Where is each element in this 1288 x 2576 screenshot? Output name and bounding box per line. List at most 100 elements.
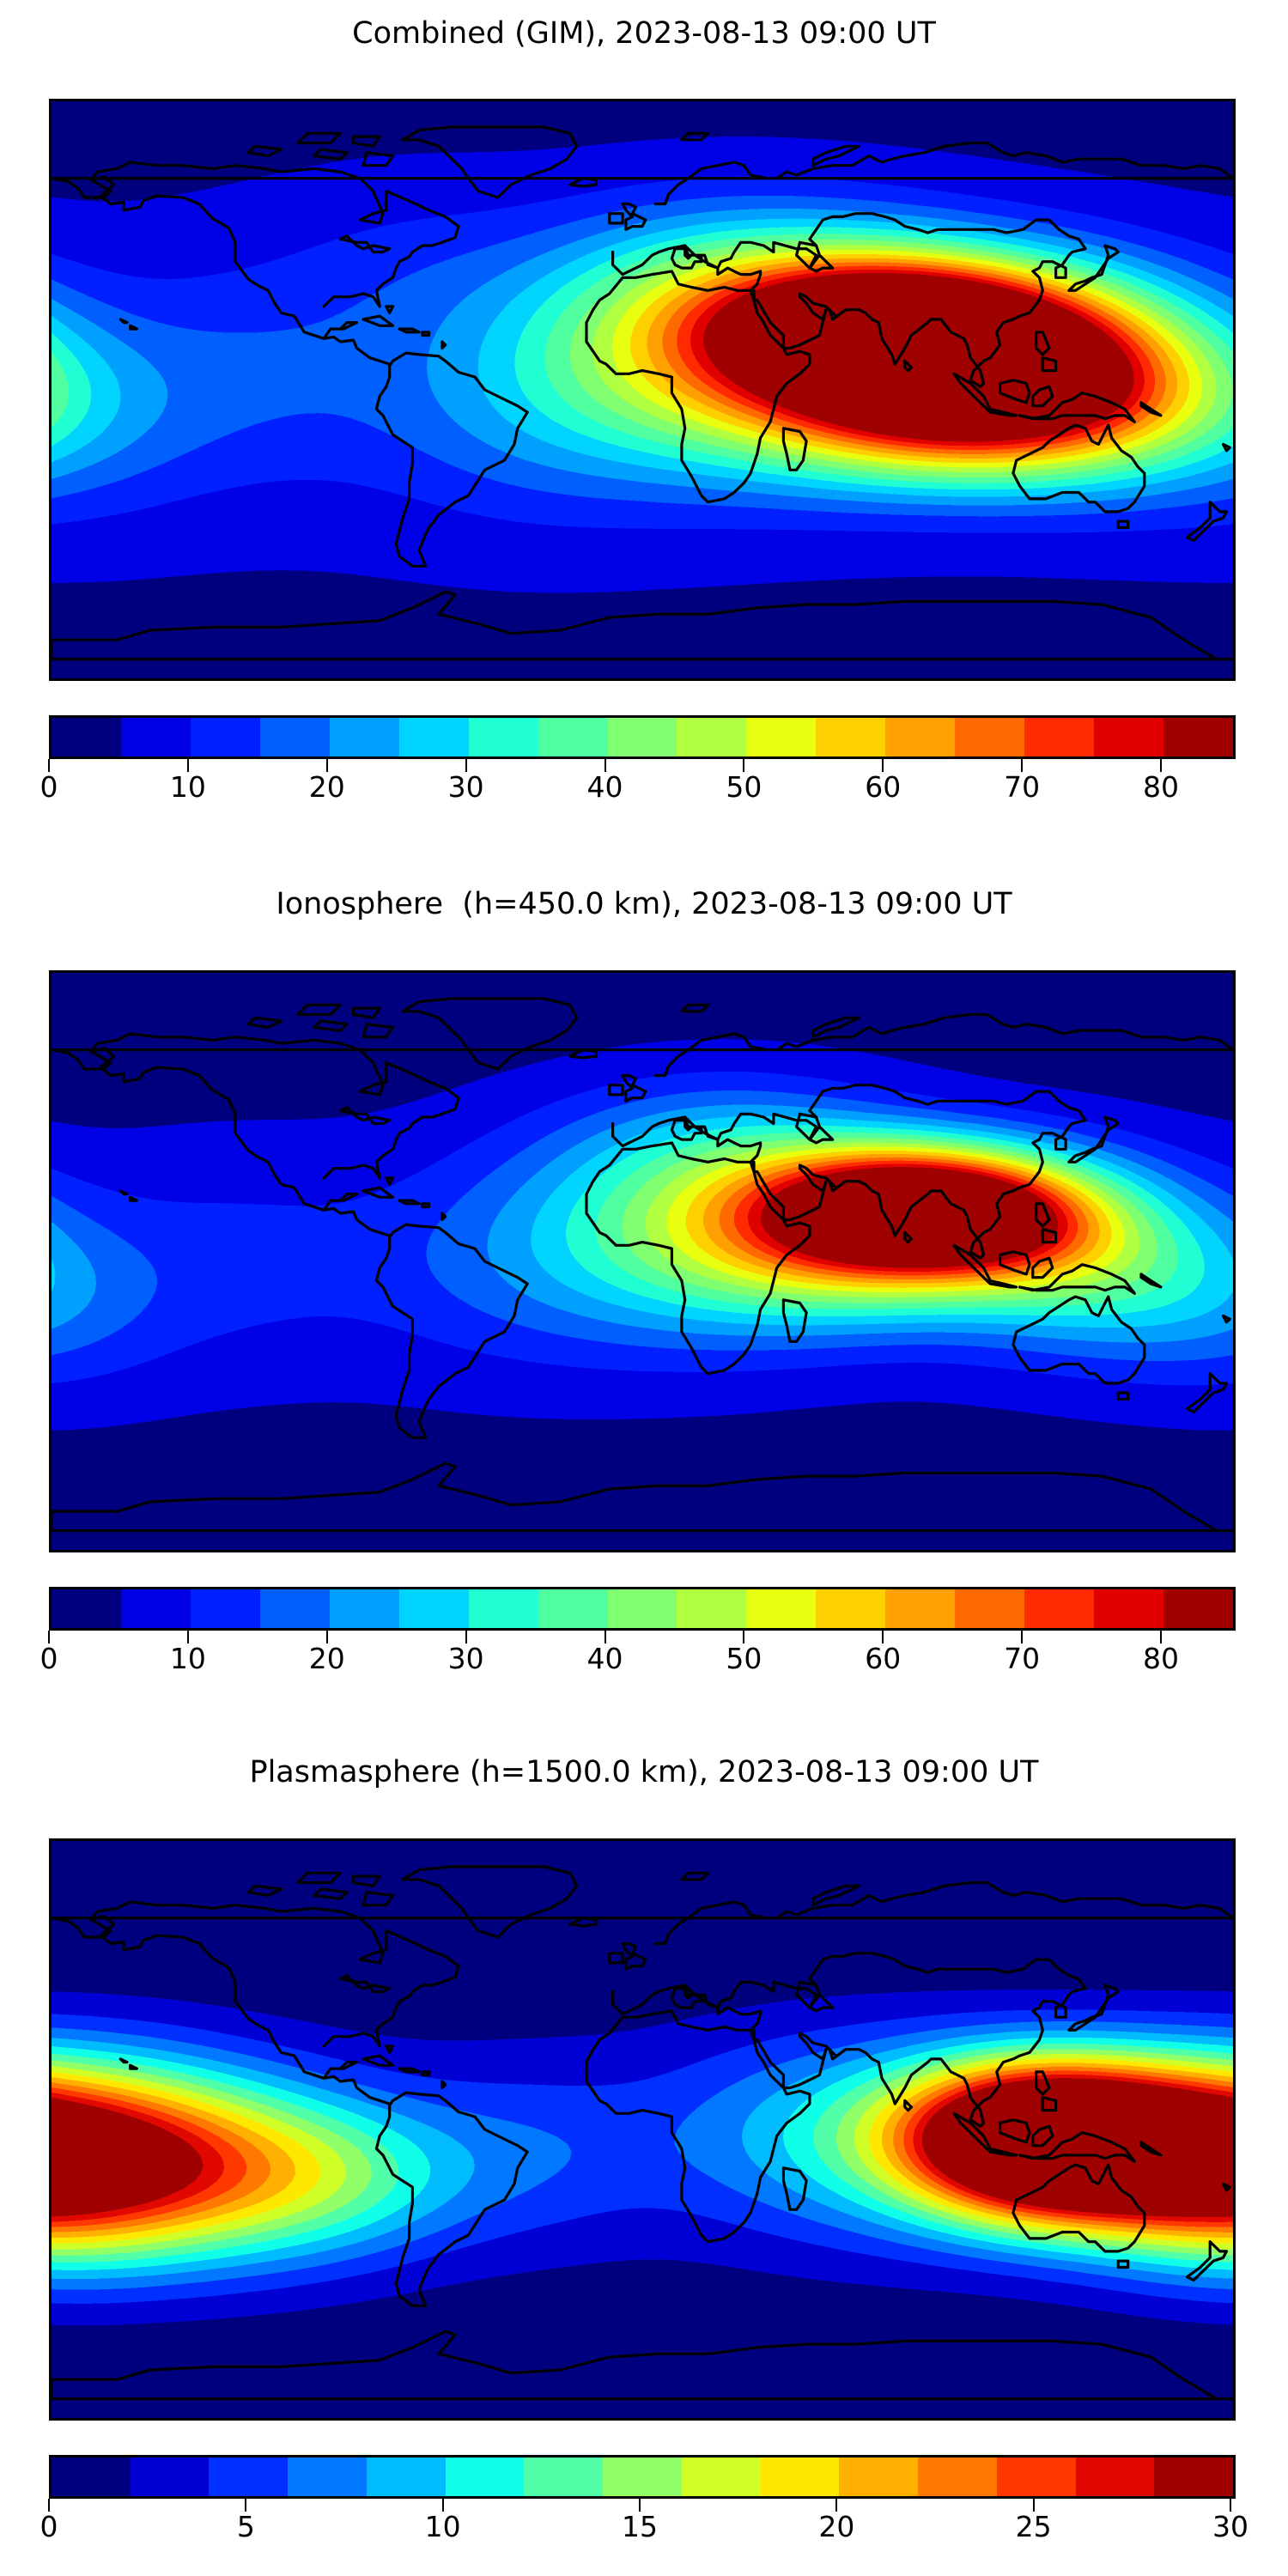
colorbar-tick-labels: 0 5 10 15 20 25 30 [40,2510,1249,2547]
map-canvas [52,101,1233,678]
colorbar-tick [325,759,328,772]
colorbar-segment [524,2458,604,2496]
colorbar-tick [186,1631,189,1643]
colorbar-segment [120,1589,191,1628]
colorbar-segment [1094,1589,1163,1628]
colorbar-segment [190,1589,260,1628]
colorbar-segment [839,2458,919,2496]
colorbar-segment [1154,2458,1234,2496]
colorbar-segment [885,1589,956,1628]
colorbar-tick [604,759,606,772]
colorbar-segment [677,718,747,756]
colorbar-gradient [49,2455,1236,2499]
colorbar-ticks [46,2499,1233,2512]
coastlines [52,127,1233,659]
colorbar-segment [190,718,260,756]
colorbar-segment [468,1589,538,1628]
colorbar-tick-labels: 0 10 20 30 40 50 60 70 80 [40,1642,1233,1679]
colorbar-segment [603,2458,682,2496]
colorbar-tick [48,759,50,772]
colorbar-segment [955,1589,1025,1628]
colorbar-tick-label: 70 [1004,1642,1041,1675]
colorbar-tick-label: 20 [308,770,345,804]
colorbar-segment [607,718,677,756]
colorbar-tick [1021,759,1024,772]
tec-contour-field [52,973,1233,1550]
colorbar-segment [120,718,191,756]
colorbar-tick-label: 15 [622,2510,658,2543]
colorbar-segment [885,718,956,756]
colorbar-tick [882,759,884,772]
colorbar-segment [538,1589,608,1628]
colorbar-tick-label: 50 [726,1642,762,1675]
colorbar-segment [816,1589,886,1628]
panel-title-plasmasphere: Plasmasphere (h=1500.0 km), 2023-08-13 0… [249,1755,1039,1789]
colorbar-tick [1230,2499,1231,2512]
colorbar-segment [607,1589,677,1628]
colorbar-tick-label: 60 [865,770,902,804]
colorbar-segment [398,718,469,756]
colorbar-tick-label: 30 [1212,2510,1249,2543]
colorbar-tick-label: 80 [1143,1642,1180,1675]
colorbar-tick-label: 5 [236,2510,255,2543]
map-canvas [52,973,1233,1550]
colorbar-segment [398,1589,469,1628]
colorbar-segment [259,718,330,756]
colorbar-segment [1024,1589,1095,1628]
colorbar-combined-gim: 0 10 20 30 40 50 60 70 80 [40,715,1236,807]
tec-contour-field [52,1841,1233,2418]
colorbar-segment [996,2458,1076,2496]
coastlines [52,999,1233,1531]
colorbar-tick [743,759,745,772]
colorbar-segment [130,2458,210,2496]
colorbar-segment [52,1589,121,1628]
colorbar-tick-label: 50 [726,770,762,804]
map-panel-combined-gim [49,99,1236,681]
colorbar-tick [1160,759,1163,772]
colorbar-tick-label: 30 [447,1642,484,1675]
colorbar-ionosphere: 0 10 20 30 40 50 60 70 80 [40,1587,1236,1679]
colorbar-plasmasphere: 0 5 10 15 20 25 30 [40,2455,1249,2547]
colorbar-segment [538,718,608,756]
colorbar-tick-label: 30 [447,770,484,804]
colorbar-tick-label: 10 [169,770,206,804]
colorbar-tick-label: 60 [865,1642,902,1675]
map-canvas [52,1841,1233,2418]
colorbar-segment [329,718,399,756]
colorbar-segment [1163,1589,1233,1628]
colorbar-tick [465,1631,467,1643]
colorbar-tick-label: 20 [308,1642,345,1675]
colorbar-tick [325,1631,328,1643]
map-panel-ionosphere [49,970,1236,1552]
colorbar-segment [955,718,1025,756]
colorbar-tick [245,2499,247,2512]
colorbar-tick [882,1631,884,1643]
colorbar-tick [48,2499,50,2512]
colorbar-segment [468,718,538,756]
colorbar-segment [209,2458,289,2496]
colorbar-ticks [46,1631,1233,1644]
colorbar-tick-label: 80 [1143,770,1180,804]
colorbar-tick-label: 10 [169,1642,206,1675]
colorbar-tick [1032,2499,1035,2512]
colorbar-segment [746,1589,817,1628]
coastlines [52,1867,1233,2399]
panel-title-ionosphere: Ionosphere (h=450.0 km), 2023-08-13 09:0… [276,887,1012,921]
colorbar-tick-label: 20 [818,2510,855,2543]
colorbar-segment [52,718,121,756]
colorbar-tick [186,759,189,772]
colorbar-segment [681,2458,761,2496]
colorbar-ticks [46,759,1233,773]
colorbar-segment [816,718,886,756]
colorbar-tick-label: 40 [586,770,623,804]
colorbar-tick [835,2499,838,2512]
colorbar-tick-labels: 0 10 20 30 40 50 60 70 80 [40,770,1233,807]
colorbar-gradient [49,1587,1236,1631]
tec-contour-field [52,101,1233,678]
colorbar-tick [1021,1631,1024,1643]
colorbar-segment [918,2458,997,2496]
colorbar-tick-label: 25 [1015,2510,1052,2543]
colorbar-segment [1024,718,1095,756]
colorbar-tick-label: 0 [39,1642,58,1675]
colorbar-tick [604,1631,606,1643]
